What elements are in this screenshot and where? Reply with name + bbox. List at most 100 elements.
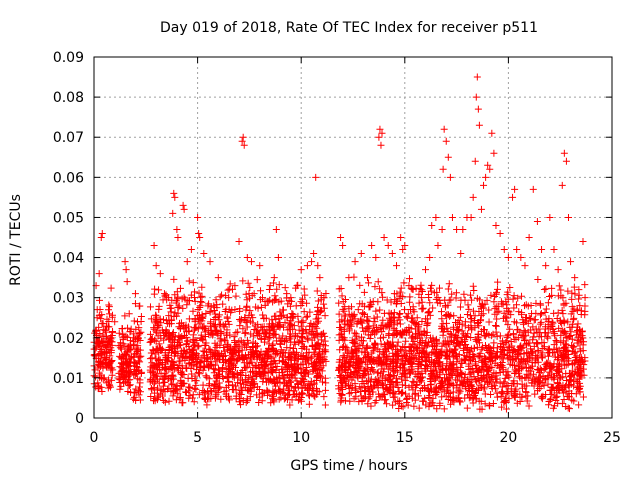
data-point	[317, 306, 325, 314]
data-point	[415, 349, 423, 357]
data-point	[256, 296, 264, 304]
data-point	[369, 388, 377, 396]
data-point	[452, 350, 460, 358]
data-point	[489, 330, 497, 338]
data-point	[169, 209, 177, 217]
data-point	[176, 395, 184, 403]
data-point	[412, 284, 420, 292]
data-point	[405, 343, 413, 351]
data-point	[557, 352, 565, 360]
data-point	[301, 343, 309, 351]
data-point	[218, 291, 226, 299]
data-point	[222, 331, 230, 339]
data-point	[178, 354, 186, 362]
data-point	[193, 312, 201, 320]
data-point	[552, 337, 560, 345]
data-point	[147, 393, 155, 401]
data-point	[174, 367, 182, 375]
data-point	[252, 370, 260, 378]
data-point	[531, 390, 539, 398]
data-point	[207, 395, 215, 403]
data-point	[375, 133, 383, 141]
data-point	[308, 341, 316, 349]
data-point	[121, 372, 129, 380]
data-point	[567, 371, 575, 379]
data-point	[393, 290, 401, 298]
data-point	[96, 361, 104, 369]
data-point	[380, 360, 388, 368]
data-point	[180, 293, 188, 301]
data-point	[116, 385, 124, 393]
data-point	[249, 375, 257, 383]
data-point	[303, 262, 311, 270]
data-point	[445, 375, 453, 383]
data-point	[269, 320, 277, 328]
data-point	[529, 333, 537, 341]
data-point	[270, 396, 278, 404]
data-point	[216, 293, 224, 301]
data-point	[396, 397, 404, 405]
data-point	[165, 397, 173, 405]
data-point	[182, 364, 190, 372]
data-point	[185, 360, 193, 368]
data-point	[280, 323, 288, 331]
data-point	[266, 296, 274, 304]
data-point	[398, 331, 406, 339]
data-point	[91, 352, 99, 360]
data-point	[254, 320, 262, 328]
data-point	[549, 319, 557, 327]
plot-frame	[93, 56, 613, 419]
data-point	[428, 349, 436, 357]
data-point	[367, 402, 375, 410]
data-point	[449, 366, 457, 374]
data-point	[454, 325, 462, 333]
data-point	[190, 338, 198, 346]
data-point	[107, 338, 115, 346]
data-point	[491, 382, 499, 390]
data-point	[120, 332, 128, 340]
data-point	[316, 274, 324, 282]
data-point	[365, 324, 373, 332]
y-tick-label: 0.09	[53, 50, 84, 66]
data-point	[305, 348, 313, 356]
data-point	[409, 306, 417, 314]
data-point	[383, 296, 391, 304]
data-point	[132, 362, 140, 370]
data-point	[413, 345, 421, 353]
data-point	[418, 373, 426, 381]
data-point	[189, 331, 197, 339]
data-point	[183, 258, 191, 266]
data-point	[487, 291, 495, 299]
data-point	[97, 315, 105, 323]
data-point	[533, 339, 541, 347]
data-point	[404, 310, 412, 318]
data-point	[488, 129, 496, 137]
data-point	[242, 290, 250, 298]
data-point	[449, 323, 457, 331]
data-point	[286, 335, 294, 343]
data-point	[470, 368, 478, 376]
data-point	[295, 326, 303, 334]
data-point	[556, 361, 564, 369]
data-point	[199, 347, 207, 355]
data-point	[105, 338, 113, 346]
data-point	[192, 381, 200, 389]
data-point	[377, 393, 385, 401]
data-point	[390, 363, 398, 371]
data-point	[574, 358, 582, 366]
data-point	[490, 339, 498, 347]
data-point	[320, 353, 328, 361]
data-point	[467, 369, 475, 377]
data-point	[562, 333, 570, 341]
data-point	[437, 325, 445, 333]
data-point	[510, 292, 518, 300]
data-point	[185, 387, 193, 395]
data-point	[320, 300, 328, 308]
data-point	[276, 321, 284, 329]
data-point	[180, 347, 188, 355]
data-point	[269, 389, 277, 397]
data-point	[448, 290, 456, 298]
data-point	[262, 378, 270, 386]
data-point	[446, 312, 454, 320]
data-point	[166, 301, 174, 309]
